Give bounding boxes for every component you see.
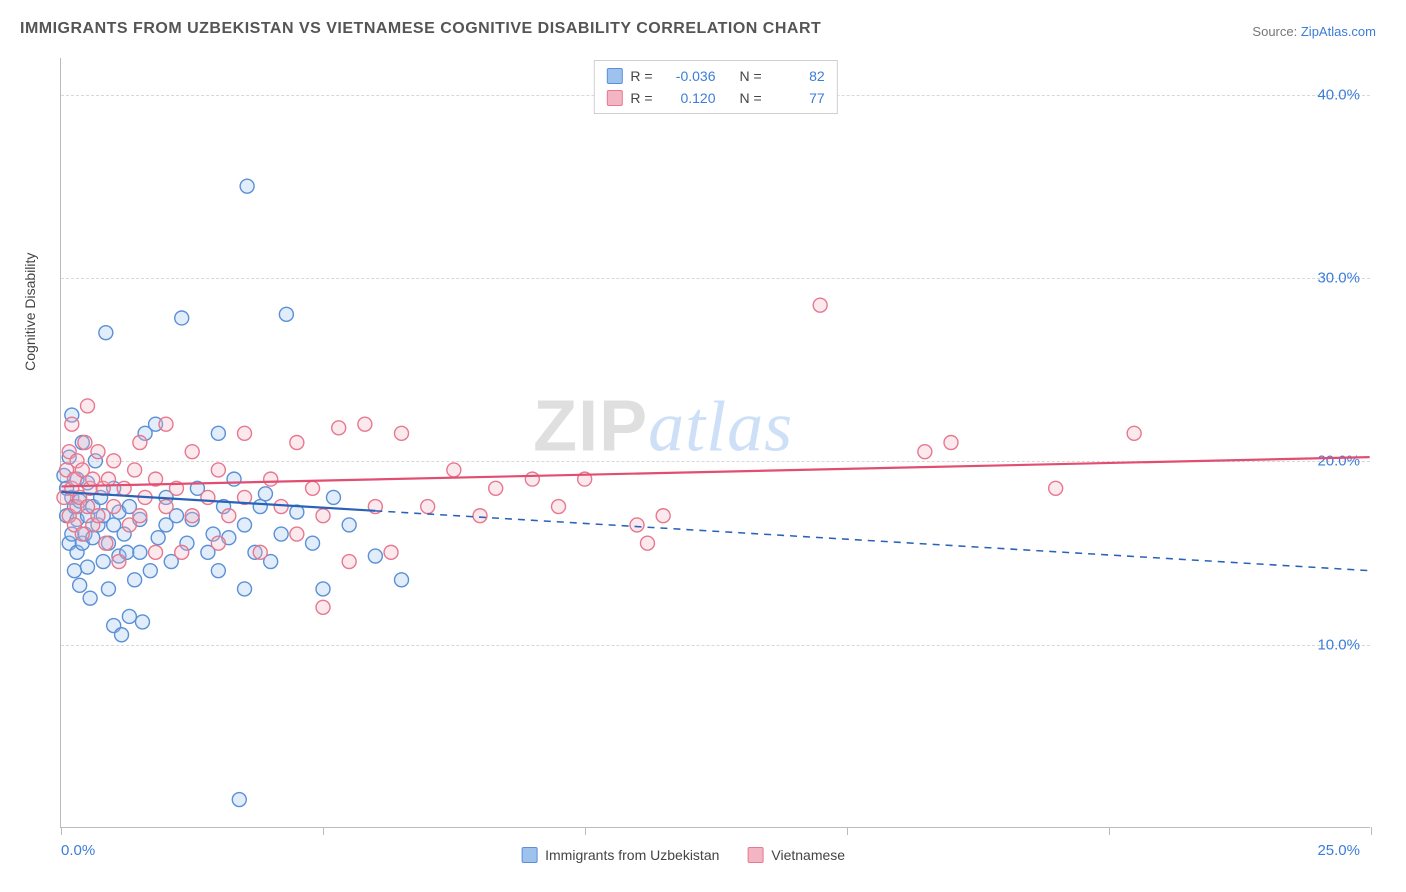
legend-swatch-viet: [606, 90, 622, 106]
trend-line-uzb-dashed: [375, 511, 1369, 571]
n-value-viet: 77: [770, 90, 825, 106]
legend-label-uzb: Immigrants from Uzbekistan: [545, 847, 719, 863]
trend-line-uzb-solid: [61, 492, 375, 511]
r-value-viet: 0.120: [661, 90, 716, 106]
x-tick: [847, 827, 848, 835]
legend-label-viet: Vietnamese: [771, 847, 845, 863]
legend-swatch-uzb: [521, 847, 537, 863]
n-label: N =: [740, 90, 762, 106]
chart-container: IMMIGRANTS FROM UZBEKISTAN VS VIETNAMESE…: [0, 0, 1406, 892]
x-tick: [1109, 827, 1110, 835]
r-value-uzb: -0.036: [661, 68, 716, 84]
n-label: N =: [740, 68, 762, 84]
chart-title: IMMIGRANTS FROM UZBEKISTAN VS VIETNAMESE…: [20, 20, 821, 38]
source-attribution: Source: ZipAtlas.com: [1252, 24, 1376, 39]
r-label: R =: [630, 90, 652, 106]
x-tick: [61, 827, 62, 835]
legend-series: Immigrants from Uzbekistan Vietnamese: [521, 847, 845, 863]
legend-item-viet: Vietnamese: [747, 847, 845, 863]
x-tick: [323, 827, 324, 835]
legend-stats: R = -0.036 N = 82 R = 0.120 N = 77: [593, 60, 837, 114]
r-label: R =: [630, 68, 652, 84]
legend-swatch-viet: [747, 847, 763, 863]
legend-swatch-uzb: [606, 68, 622, 84]
plot-area: ZIPatlas R = -0.036 N = 82 R = 0.120 N =…: [60, 58, 1370, 828]
trend-line-viet: [61, 457, 1369, 486]
y-axis-title: Cognitive Disability: [22, 253, 38, 371]
legend-stats-row-2: R = 0.120 N = 77: [606, 87, 824, 109]
trend-svg: [61, 58, 1370, 827]
x-tick: [1371, 827, 1372, 835]
x-tick: [585, 827, 586, 835]
x-axis-min-label: 0.0%: [61, 842, 95, 859]
source-label: Source:: [1252, 24, 1297, 39]
x-axis-max-label: 25.0%: [1317, 842, 1360, 859]
legend-stats-row-1: R = -0.036 N = 82: [606, 65, 824, 87]
n-value-uzb: 82: [770, 68, 825, 84]
source-link[interactable]: ZipAtlas.com: [1301, 24, 1376, 39]
legend-item-uzb: Immigrants from Uzbekistan: [521, 847, 719, 863]
